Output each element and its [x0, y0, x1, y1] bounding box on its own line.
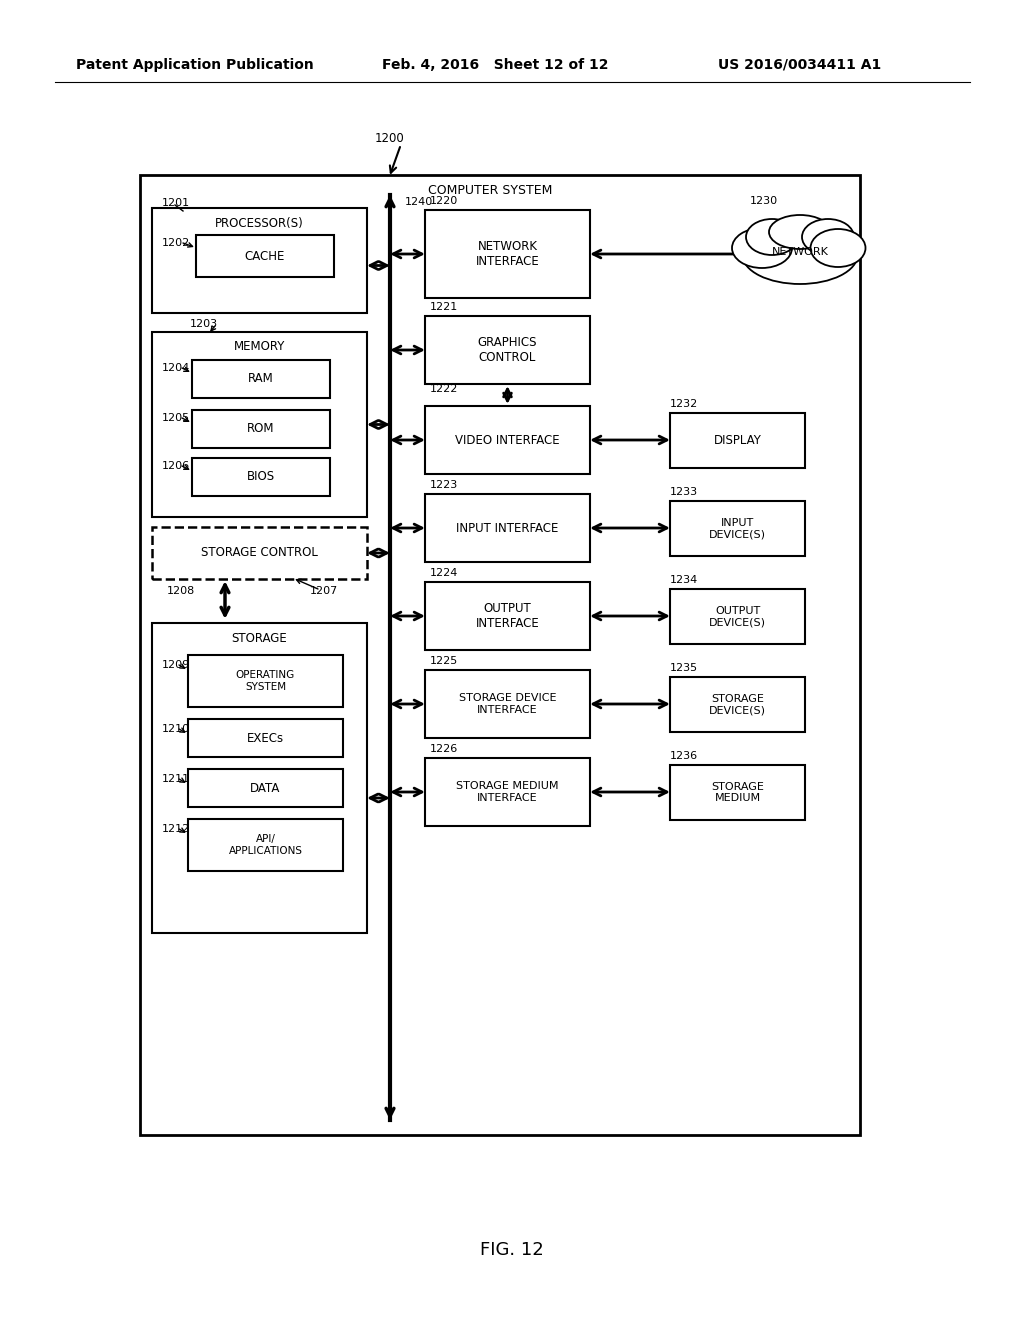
Text: CACHE: CACHE — [245, 249, 286, 263]
Text: US 2016/0034411 A1: US 2016/0034411 A1 — [719, 58, 882, 73]
Text: STORAGE CONTROL: STORAGE CONTROL — [201, 546, 317, 560]
Text: 1208: 1208 — [167, 586, 196, 597]
Text: MEMORY: MEMORY — [233, 341, 286, 354]
Bar — [188, 719, 343, 756]
Bar — [670, 589, 805, 644]
Bar — [425, 758, 590, 826]
Bar — [188, 818, 343, 871]
Bar — [152, 333, 367, 517]
Text: 1234: 1234 — [670, 576, 698, 585]
Text: FIG. 12: FIG. 12 — [480, 1241, 544, 1259]
Bar — [196, 235, 334, 277]
Text: BIOS: BIOS — [247, 470, 275, 483]
Bar — [193, 411, 330, 447]
Text: 1205: 1205 — [162, 413, 190, 422]
Text: ROM: ROM — [247, 422, 274, 436]
Text: DISPLAY: DISPLAY — [714, 434, 762, 447]
Ellipse shape — [746, 219, 798, 255]
Text: 1212: 1212 — [162, 824, 190, 834]
Text: OPERATING
SYSTEM: OPERATING SYSTEM — [236, 671, 295, 692]
Text: NETWORK
INTERFACE: NETWORK INTERFACE — [475, 240, 540, 268]
Bar — [188, 655, 343, 708]
Text: 1230: 1230 — [750, 195, 778, 206]
Text: 1200: 1200 — [375, 132, 404, 144]
Text: 1221: 1221 — [430, 302, 459, 312]
Text: RAM: RAM — [248, 372, 273, 385]
Text: STORAGE DEVICE
INTERFACE: STORAGE DEVICE INTERFACE — [459, 693, 556, 715]
Bar — [670, 677, 805, 733]
Text: DATA: DATA — [250, 781, 281, 795]
Ellipse shape — [732, 228, 792, 268]
Bar — [193, 458, 330, 496]
Text: COMPUTER SYSTEM: COMPUTER SYSTEM — [428, 183, 552, 197]
Text: 1207: 1207 — [310, 586, 338, 597]
Text: OUTPUT
DEVICE(S): OUTPUT DEVICE(S) — [709, 606, 766, 627]
Text: 1233: 1233 — [670, 487, 698, 498]
Text: 1235: 1235 — [670, 663, 698, 673]
Text: 1236: 1236 — [670, 751, 698, 762]
Text: INPUT
DEVICE(S): INPUT DEVICE(S) — [709, 517, 766, 540]
Text: 1232: 1232 — [670, 399, 698, 409]
Text: 1226: 1226 — [430, 744, 459, 754]
Text: EXECs: EXECs — [247, 731, 284, 744]
Text: INPUT INTERFACE: INPUT INTERFACE — [457, 521, 559, 535]
Text: GRAPHICS
CONTROL: GRAPHICS CONTROL — [478, 337, 538, 364]
Ellipse shape — [742, 226, 857, 284]
Bar — [425, 582, 590, 649]
Text: API/
APPLICATIONS: API/ APPLICATIONS — [228, 834, 302, 855]
Ellipse shape — [769, 215, 831, 249]
Ellipse shape — [802, 219, 854, 255]
Text: 1204: 1204 — [162, 363, 190, 374]
Text: 1222: 1222 — [430, 384, 459, 393]
Text: STORAGE
MEDIUM: STORAGE MEDIUM — [711, 781, 764, 804]
Bar — [425, 671, 590, 738]
Bar — [670, 502, 805, 556]
Text: 1225: 1225 — [430, 656, 459, 667]
Text: PROCESSOR(S): PROCESSOR(S) — [215, 218, 304, 231]
Text: 1202: 1202 — [162, 238, 190, 248]
Text: VIDEO INTERFACE: VIDEO INTERFACE — [456, 433, 560, 446]
Bar — [188, 770, 343, 807]
Bar — [425, 494, 590, 562]
Text: STORAGE: STORAGE — [231, 631, 288, 644]
Bar — [152, 623, 367, 933]
Text: 1209: 1209 — [162, 660, 190, 671]
Bar — [193, 360, 330, 399]
Text: 1210: 1210 — [162, 723, 190, 734]
Text: 1206: 1206 — [162, 461, 190, 471]
Bar — [425, 210, 590, 298]
Text: 1203: 1203 — [190, 319, 218, 329]
Text: STORAGE MEDIUM
INTERFACE: STORAGE MEDIUM INTERFACE — [457, 781, 559, 803]
Bar — [425, 315, 590, 384]
Bar — [140, 176, 860, 1135]
Text: Patent Application Publication: Patent Application Publication — [76, 58, 314, 73]
Text: Feb. 4, 2016   Sheet 12 of 12: Feb. 4, 2016 Sheet 12 of 12 — [382, 58, 608, 73]
Text: STORAGE
DEVICE(S): STORAGE DEVICE(S) — [709, 694, 766, 715]
Bar — [152, 209, 367, 313]
Bar — [152, 527, 367, 579]
Bar — [670, 413, 805, 469]
Text: 1220: 1220 — [430, 195, 459, 206]
Text: 1223: 1223 — [430, 480, 459, 490]
Ellipse shape — [811, 228, 865, 267]
Bar — [670, 766, 805, 820]
Text: 1201: 1201 — [162, 198, 190, 209]
Text: NETWORK: NETWORK — [771, 247, 828, 257]
Text: 1211: 1211 — [162, 774, 190, 784]
Text: 1224: 1224 — [430, 568, 459, 578]
Text: 1240: 1240 — [406, 197, 433, 207]
Bar — [425, 407, 590, 474]
Text: OUTPUT
INTERFACE: OUTPUT INTERFACE — [475, 602, 540, 630]
